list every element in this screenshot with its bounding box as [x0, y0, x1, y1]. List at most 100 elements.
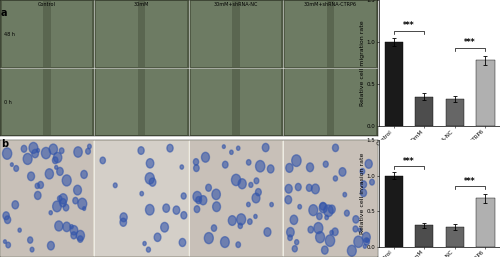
Circle shape	[200, 196, 207, 205]
FancyBboxPatch shape	[146, 69, 187, 135]
Circle shape	[193, 191, 202, 202]
Circle shape	[252, 193, 260, 203]
Text: ***: ***	[464, 177, 476, 186]
FancyBboxPatch shape	[240, 69, 281, 135]
Bar	[415, 225, 434, 247]
Circle shape	[354, 236, 363, 247]
Circle shape	[360, 169, 364, 174]
Text: ***: ***	[464, 38, 476, 47]
Circle shape	[143, 242, 146, 246]
Circle shape	[45, 169, 54, 179]
Circle shape	[140, 191, 143, 196]
Circle shape	[74, 185, 82, 195]
Circle shape	[146, 159, 154, 168]
Circle shape	[309, 205, 318, 216]
Circle shape	[326, 235, 334, 246]
Bar	[446, 99, 464, 126]
Y-axis label: Relative cell migration rate: Relative cell migration rate	[360, 20, 366, 106]
Circle shape	[254, 178, 259, 184]
Circle shape	[163, 204, 170, 212]
FancyBboxPatch shape	[284, 141, 376, 256]
Circle shape	[312, 184, 320, 194]
Circle shape	[332, 144, 338, 152]
Circle shape	[238, 179, 246, 189]
Circle shape	[325, 215, 328, 220]
FancyBboxPatch shape	[190, 69, 281, 135]
Circle shape	[232, 174, 240, 186]
Circle shape	[344, 210, 350, 216]
Circle shape	[173, 206, 180, 214]
Circle shape	[146, 204, 154, 215]
Circle shape	[314, 223, 323, 234]
Text: Control: Control	[38, 2, 56, 7]
Circle shape	[230, 150, 233, 154]
Circle shape	[246, 160, 251, 165]
Text: 30mM+shRNA-NC: 30mM+shRNA-NC	[214, 2, 258, 7]
Bar	[446, 227, 464, 247]
FancyBboxPatch shape	[96, 69, 138, 135]
Circle shape	[204, 233, 214, 244]
Circle shape	[54, 152, 62, 163]
Circle shape	[36, 149, 40, 152]
Circle shape	[212, 189, 220, 200]
Circle shape	[146, 247, 150, 252]
Circle shape	[73, 197, 78, 204]
Circle shape	[366, 239, 369, 243]
Circle shape	[363, 244, 366, 248]
Circle shape	[286, 227, 294, 237]
Circle shape	[324, 161, 328, 167]
Circle shape	[78, 198, 86, 209]
Circle shape	[319, 203, 328, 213]
Circle shape	[294, 240, 298, 245]
Circle shape	[316, 213, 322, 220]
Circle shape	[70, 225, 73, 229]
Circle shape	[138, 147, 144, 154]
Circle shape	[365, 160, 372, 168]
Bar	[384, 176, 403, 247]
Circle shape	[181, 193, 186, 199]
Circle shape	[78, 236, 83, 242]
Circle shape	[42, 147, 50, 159]
Circle shape	[88, 144, 91, 149]
Bar	[384, 42, 403, 126]
Circle shape	[114, 183, 117, 188]
Text: ***: ***	[403, 21, 415, 30]
FancyBboxPatch shape	[96, 1, 138, 67]
Circle shape	[179, 238, 186, 246]
Circle shape	[256, 160, 265, 172]
FancyBboxPatch shape	[2, 69, 92, 135]
FancyBboxPatch shape	[334, 1, 376, 67]
Circle shape	[248, 219, 252, 224]
Circle shape	[4, 240, 6, 243]
Circle shape	[330, 230, 334, 235]
Circle shape	[180, 165, 184, 169]
FancyBboxPatch shape	[190, 1, 281, 67]
Circle shape	[262, 143, 269, 152]
Circle shape	[63, 204, 69, 211]
Text: 30mM+shRNA-CTRP6: 30mM+shRNA-CTRP6	[304, 2, 357, 7]
Text: 0 h: 0 h	[4, 100, 12, 105]
Circle shape	[288, 235, 292, 241]
Circle shape	[256, 189, 262, 196]
Circle shape	[334, 176, 338, 181]
Circle shape	[10, 163, 14, 166]
FancyBboxPatch shape	[2, 1, 43, 67]
Circle shape	[236, 146, 240, 150]
Circle shape	[194, 159, 198, 165]
Circle shape	[285, 196, 292, 204]
Circle shape	[55, 221, 63, 231]
Circle shape	[52, 201, 62, 212]
Circle shape	[12, 201, 18, 209]
FancyBboxPatch shape	[96, 1, 187, 67]
Circle shape	[362, 232, 370, 242]
Circle shape	[196, 197, 202, 204]
Circle shape	[70, 226, 78, 235]
FancyBboxPatch shape	[2, 69, 43, 135]
FancyBboxPatch shape	[1, 141, 94, 256]
Circle shape	[86, 148, 90, 154]
Circle shape	[181, 212, 187, 219]
FancyBboxPatch shape	[190, 69, 232, 135]
Circle shape	[222, 161, 228, 168]
FancyBboxPatch shape	[51, 69, 92, 135]
Circle shape	[82, 207, 86, 210]
